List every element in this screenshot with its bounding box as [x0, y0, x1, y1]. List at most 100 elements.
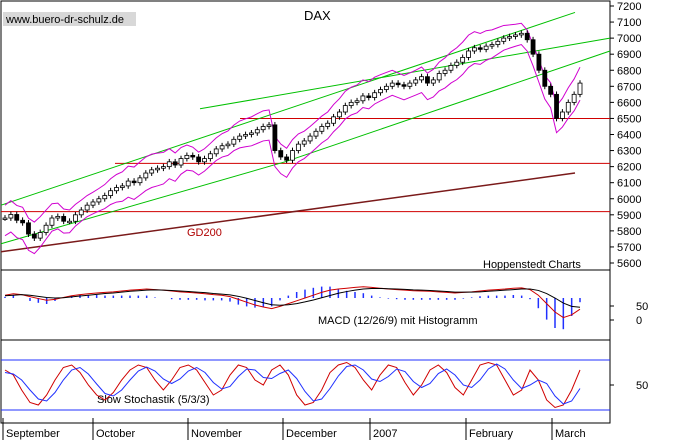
stoch-panel-frame: [0, 339, 611, 424]
candle-body: [290, 150, 295, 161]
upper-channel-line-2: [199, 37, 611, 110]
candle-body: [78, 209, 84, 216]
envelope-bands: [4, 22, 581, 255]
month-label: December: [286, 428, 337, 440]
candle-body: [378, 89, 383, 94]
y-tick-label: 6500: [617, 113, 641, 125]
candle-body: [125, 180, 131, 187]
candle-body: [466, 50, 471, 58]
y-tick-label: 6700: [617, 81, 641, 93]
candle-body: [530, 39, 536, 55]
lower-channel-line: [0, 161, 286, 245]
candle-body: [225, 143, 231, 147]
candle-body: [131, 180, 137, 184]
candle-body: [137, 177, 143, 184]
candle-body: [360, 95, 366, 102]
candle-body: [395, 82, 401, 86]
signal-line: [4, 287, 581, 308]
candle-body: [354, 100, 360, 103]
y-tick-label: 7000: [617, 33, 641, 45]
candle-body: [342, 105, 348, 113]
chart-title: DAX: [304, 8, 331, 23]
candle-body: [90, 201, 96, 206]
candle-body: [454, 61, 460, 66]
candle-body: [295, 143, 301, 151]
candle-body: [119, 185, 125, 188]
y-tick-label: 5800: [617, 226, 641, 238]
credit-label: Hoppenstedt Charts: [483, 259, 581, 271]
month-label: February: [469, 428, 514, 440]
y-tick-label: 6600: [617, 97, 641, 109]
candle-body: [554, 93, 559, 119]
candle-body: [272, 124, 278, 151]
macd-y-tick-label: 50: [636, 301, 648, 313]
watermark: www.buero-dr-schulz.de: [5, 14, 124, 26]
candle-body: [425, 76, 430, 84]
month-label: September: [6, 428, 60, 440]
y-axis-ticks: 5600 5700 5800 5900 6000 6100 6200 6300 6400 6500…: [610, 1, 641, 270]
macd-line: [4, 286, 581, 319]
candle-body: [31, 233, 37, 239]
candle-body: [413, 79, 419, 84]
candle-body: [419, 76, 424, 81]
candle-body: [448, 65, 454, 71]
candle-body: [266, 124, 272, 127]
candle-body: [207, 153, 213, 159]
candle-body: [213, 148, 219, 155]
candle-body: [559, 111, 565, 119]
candle-body: [331, 116, 336, 124]
candle-body: [518, 32, 524, 36]
candle-body: [313, 130, 319, 137]
candle-body: [366, 95, 372, 98]
candle-body: [254, 129, 260, 134]
candle-body: [61, 216, 67, 222]
candle-body: [319, 126, 325, 132]
candle-body: [284, 156, 290, 161]
gd200-line: [0, 172, 576, 253]
candle-body: [149, 169, 155, 174]
candle-body: [237, 135, 243, 140]
candles: [2, 30, 583, 241]
candle-body: [243, 134, 248, 137]
candle-body: [161, 166, 166, 169]
stoch-y-tick-label: 50: [636, 380, 648, 392]
candle-body: [190, 154, 196, 158]
ma-label: GD200: [187, 227, 222, 239]
stoch-label: Slow Stochastik (5/3/3): [97, 394, 210, 406]
macd-y-tick-label: 0: [636, 315, 642, 327]
y-tick-label: 6800: [617, 65, 641, 77]
candle-body: [114, 187, 119, 192]
candle-body: [383, 85, 389, 90]
candle-body: [260, 126, 266, 131]
candle-body: [184, 154, 190, 159]
macd-panel: 500: [4, 286, 648, 330]
candle-body: [372, 92, 378, 98]
candle-body: [430, 79, 436, 84]
candle-body: [507, 36, 512, 39]
y-tick-label: 6900: [617, 49, 641, 61]
candle-body: [178, 158, 184, 166]
candle-body: [49, 217, 55, 226]
candle-body: [73, 214, 78, 222]
upper-channel-line: [0, 11, 576, 206]
candle-body: [307, 135, 313, 142]
candle-body: [96, 198, 102, 203]
candle-body: [155, 167, 160, 171]
y-tick-label: 6200: [617, 162, 641, 174]
stoch-k-line: [4, 361, 581, 409]
month-axis: September October November December 2007 Febr…: [2, 418, 586, 440]
candle-body: [172, 161, 178, 166]
month-label: March: [555, 428, 586, 440]
candle-body: [278, 150, 284, 158]
candle-body: [301, 140, 307, 145]
candle-body: [495, 40, 501, 45]
stoch-d-line: [4, 363, 581, 405]
candle-body: [477, 47, 483, 50]
candle-body: [67, 220, 72, 224]
mid-channel-line: [284, 50, 611, 163]
candle-body: [43, 224, 49, 233]
month-label: November: [191, 428, 242, 440]
candle-body: [166, 161, 172, 168]
stochastic-panel: 50: [1, 359, 648, 411]
